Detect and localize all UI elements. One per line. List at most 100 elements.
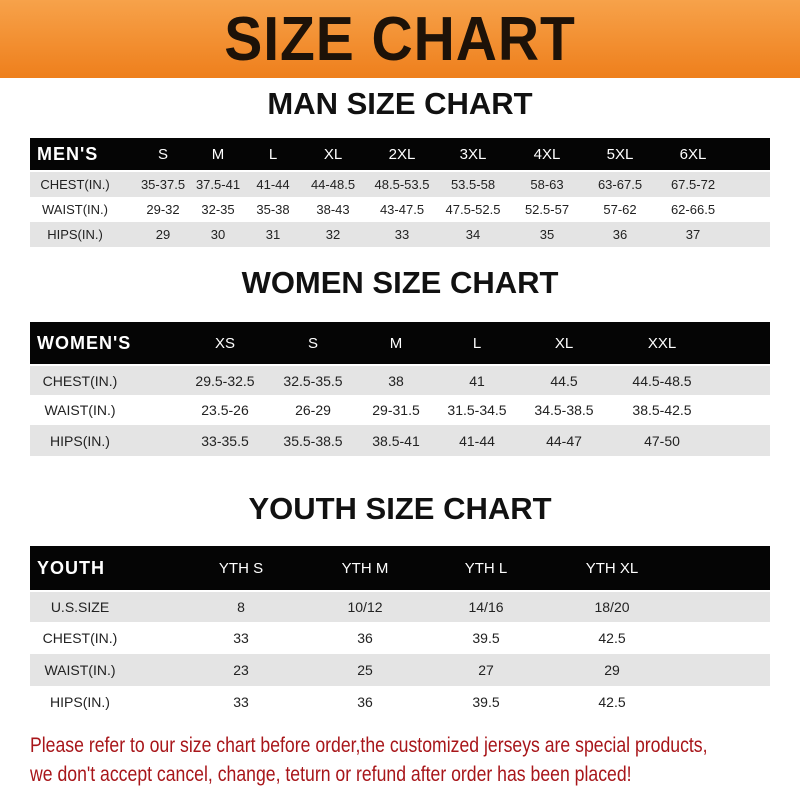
table-label: WOMEN'S — [37, 332, 132, 353]
youth-section-title: YOUTH SIZE CHART — [248, 491, 552, 526]
table-cell: 29-32 — [146, 202, 180, 217]
table-label: YOUTH — [37, 557, 105, 578]
table-cell: 44-48.5 — [310, 177, 356, 192]
table-cell: 38-43 — [316, 202, 350, 217]
table-cell: 34 — [465, 227, 481, 242]
table-cell: 36 — [357, 630, 373, 646]
measure-label: CHEST(IN.) — [40, 177, 110, 192]
table-cell: 57-62 — [603, 202, 637, 217]
women-header-row: WOMEN'S XS S M L XL XXL — [30, 322, 770, 364]
table-cell: 47.5-52.5 — [445, 202, 501, 217]
measure-label: HIPS(IN.) — [50, 432, 110, 449]
table-cell: 14/16 — [468, 599, 504, 615]
table-row: HIPS(IN.) 33-35.5 35.5-38.5 38.5-41 41-44 44-… — [30, 425, 770, 456]
table-row: HIPS(IN.) 33 36 39.5 42.5 — [30, 686, 770, 718]
table-row: WAIST(IN.) 23 25 27 29 — [30, 654, 770, 686]
table-cell: 42.5 — [598, 694, 626, 710]
table-label: MEN'S — [37, 143, 99, 164]
table-cell: 35.5-38.5 — [283, 432, 343, 449]
table-cell: 62-66.5 — [670, 202, 716, 217]
table-cell: 30 — [210, 227, 226, 242]
measure-label: WAIST(IN.) — [42, 202, 108, 217]
table-cell: 36 — [612, 227, 628, 242]
table-cell: 32.5-35.5 — [283, 372, 343, 389]
table-cell: 34.5-38.5 — [534, 402, 594, 418]
table-cell: 10/12 — [347, 599, 383, 615]
table-cell: 31.5-34.5 — [447, 402, 507, 418]
table-cell: 29.5-32.5 — [195, 372, 255, 389]
table-cell: 44.5-48.5 — [632, 372, 692, 389]
table-row: HIPS(IN.) 29 30 31 32 33 34 35 36 37 — [30, 222, 770, 247]
notice-line-2: we don't accept cancel, change, teturn o… — [30, 763, 632, 786]
table-cell: 38.5-42.5 — [632, 402, 692, 418]
table-row: CHEST(IN.) 29.5-32.5 32.5-35.5 38 41 44.5 44.5… — [30, 366, 770, 395]
table-cell: 23 — [233, 662, 249, 678]
table-row: WAIST(IN.) 23.5-26 26-29 29-31.5 31.5-34.5 34… — [30, 395, 770, 425]
table-cell: 23.5-26 — [201, 402, 249, 418]
size-header: 4XL — [533, 145, 561, 163]
size-header: 2XL — [388, 145, 416, 163]
measure-label: HIPS(IN.) — [50, 694, 110, 710]
table-cell: 67.5-72 — [670, 177, 716, 192]
size-header: S — [157, 145, 169, 163]
size-header: 5XL — [606, 145, 634, 163]
size-header: M — [389, 334, 403, 352]
table-cell: 41-44 — [256, 177, 290, 192]
table-cell: 27 — [478, 662, 494, 678]
table-cell: 33 — [233, 630, 249, 646]
table-cell: 39.5 — [472, 694, 500, 710]
men-header-row: MEN'S S M L XL 2XL 3XL 4XL 5XL 6XL — [30, 138, 770, 170]
table-cell: 29 — [155, 227, 171, 242]
size-header: L — [472, 334, 482, 352]
table-cell: 33 — [394, 227, 410, 242]
size-header: L — [268, 145, 278, 163]
measure-label: CHEST(IN.) — [42, 630, 118, 646]
table-cell: 33 — [233, 694, 249, 710]
table-row: CHEST(IN.) 33 36 39.5 42.5 — [30, 622, 770, 654]
table-cell: 39.5 — [472, 630, 500, 646]
table-cell: 43-47.5 — [379, 202, 425, 217]
table-cell: 29 — [604, 662, 620, 678]
size-header: XL — [554, 334, 574, 352]
table-cell: 63-67.5 — [597, 177, 643, 192]
size-header: YTH M — [341, 559, 389, 577]
size-header: XS — [214, 334, 236, 352]
size-header: XL — [323, 145, 343, 163]
table-cell: 35-37.5 — [140, 177, 186, 192]
size-header: 6XL — [679, 145, 707, 163]
table-cell: 31 — [265, 227, 281, 242]
table-cell: 26-29 — [295, 402, 331, 418]
table-cell: 58-63 — [530, 177, 564, 192]
measure-label: U.S.SIZE — [50, 599, 110, 615]
measure-label: WAIST(IN.) — [44, 662, 116, 678]
size-header: YTH XL — [585, 559, 639, 577]
measure-label: HIPS(IN.) — [47, 227, 103, 242]
table-cell: 47-50 — [644, 432, 680, 449]
table-row: U.S.SIZE 8 10/12 14/16 18/20 — [30, 592, 770, 622]
table-row: WAIST(IN.) 29-32 32-35 35-38 38-43 43-47.5 47.… — [30, 197, 770, 222]
table-cell: 36 — [357, 694, 373, 710]
table-cell: 44-47 — [546, 432, 582, 449]
table-row: CHEST(IN.) 35-37.5 37.5-41 41-44 44-48.5 48.5… — [30, 172, 770, 197]
men-size-table: MEN'S S M L XL 2XL 3XL 4XL 5XL 6XL CHEST(IN.) 35-37… — [30, 138, 770, 247]
table-cell: 33-35.5 — [201, 432, 249, 449]
table-cell: 8 — [237, 599, 245, 615]
table-cell: 18/20 — [594, 599, 630, 615]
table-cell: 41 — [469, 372, 485, 389]
table-cell: 48.5-53.5 — [374, 177, 430, 192]
table-cell: 35 — [539, 227, 555, 242]
title-banner: SIZE CHART — [0, 0, 800, 78]
table-cell: 44.5 — [550, 372, 578, 389]
table-cell: 53.5-58 — [450, 177, 496, 192]
size-header: S — [307, 334, 319, 352]
table-cell: 42.5 — [598, 630, 626, 646]
women-size-table: WOMEN'S XS S M L XL XXL CHEST(IN.) 29.5-32.5 32.5… — [30, 322, 770, 456]
youth-header-row: YOUTH YTH S YTH M YTH L YTH XL — [30, 546, 770, 590]
women-section-title: WOMEN SIZE CHART — [241, 265, 559, 300]
notice-line-1: Please refer to our size chart before or… — [30, 734, 708, 757]
size-header: XXL — [647, 334, 677, 352]
table-cell: 41-44 — [459, 432, 495, 449]
measure-label: CHEST(IN.) — [42, 372, 118, 389]
size-header: 3XL — [459, 145, 487, 163]
main-title: SIZE CHART — [224, 4, 576, 74]
